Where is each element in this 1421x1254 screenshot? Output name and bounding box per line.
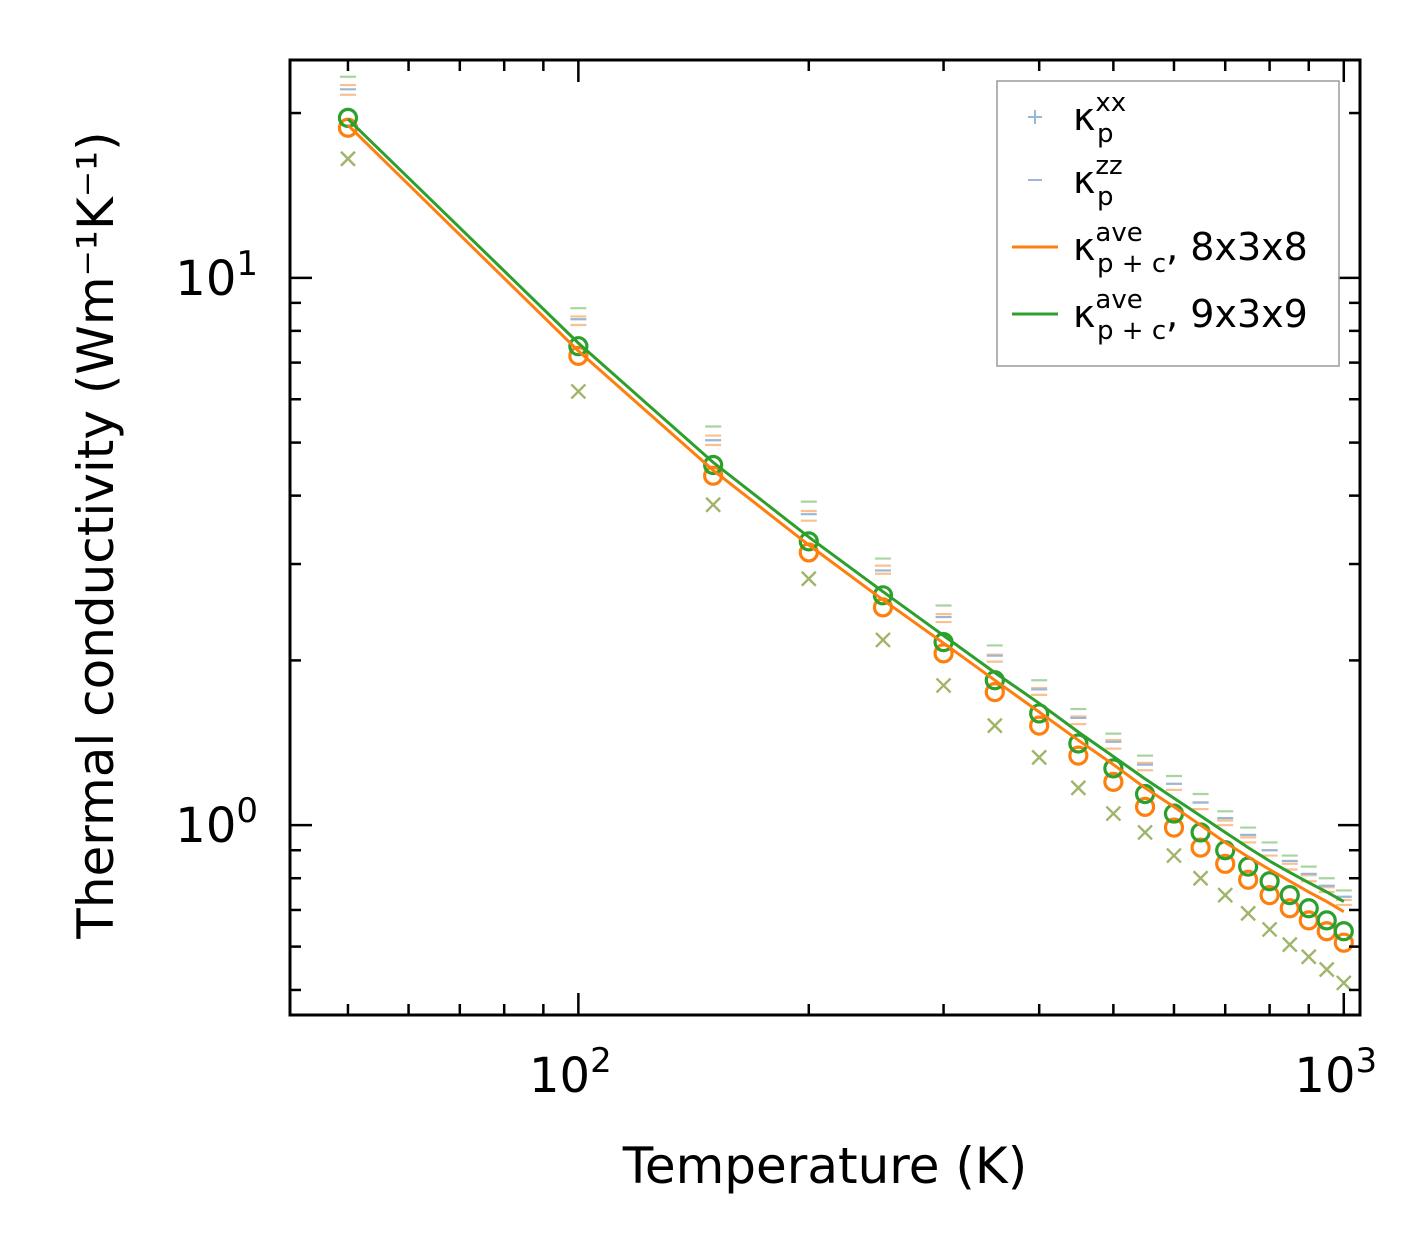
kappa-cross-marker (800, 570, 817, 587)
legend-label: κave p + c, 9x3x9 (1073, 285, 1308, 346)
kappa-circle-marker (1279, 898, 1300, 919)
legend-entry: κzz p (1028, 151, 1123, 212)
kappa-circle-marker (1298, 898, 1319, 919)
kappa-cross-marker (935, 677, 952, 694)
cross-stroke (340, 150, 356, 167)
kappa-circle-marker (1333, 921, 1354, 942)
legend-label: κzz p (1073, 151, 1123, 212)
kappa-cross-marker (875, 632, 891, 648)
kappa-series-line (346, 118, 1345, 903)
kappa-cross-marker (1031, 749, 1048, 766)
kappa-circle-marker (1068, 733, 1089, 754)
kappa-cross-marker (705, 496, 722, 513)
cross-stroke (986, 717, 1003, 734)
legend-label: κxx p (1073, 88, 1126, 149)
kappa-cross-marker (1300, 948, 1317, 965)
kappa-circle-marker (1190, 837, 1211, 858)
legend-entry: κave p + c, 8x3x8 (1012, 218, 1308, 279)
cross-stroke (1300, 948, 1317, 965)
cross-stroke (705, 496, 722, 513)
x-tick-label: 103 (1294, 1041, 1377, 1104)
kappa-cross-marker (1335, 975, 1352, 991)
kappa-circle-marker (703, 454, 724, 476)
legend-label: κave p + c, 8x3x8 (1073, 218, 1308, 279)
kappa-circle-marker (1029, 715, 1050, 736)
axis-ticks (290, 60, 1360, 1015)
kappa-circle-marker (1215, 853, 1236, 874)
cross-stroke (875, 632, 891, 648)
x-tick-label: 102 (529, 1041, 612, 1104)
kappa-cross-marker (1137, 824, 1153, 841)
cross-stroke (1318, 961, 1335, 978)
y-axis-label: Thermal conductivity (Wm⁻¹K⁻¹) (67, 131, 125, 939)
x-axis-label: Temperature (K) (622, 1137, 1027, 1195)
kappa-series-line (346, 124, 1345, 913)
plot-frame (288, 58, 1362, 1017)
cross-stroke (1192, 870, 1209, 887)
kappa-cross-marker (1105, 805, 1122, 822)
kappa-circle-marker (1134, 796, 1156, 817)
kappa-circle-marker (798, 531, 819, 552)
cross-stroke (1281, 936, 1298, 953)
kappa-circle-marker (1279, 885, 1300, 906)
kappa-circle-marker (568, 336, 589, 357)
y-tick-label: 101 (175, 244, 258, 307)
kappa-circle-marker (1103, 758, 1124, 779)
kappa-cross-marker (1166, 847, 1182, 864)
cross-stroke (1217, 887, 1234, 904)
cross-stroke (1166, 847, 1182, 864)
y-tick-label: 100 (175, 791, 258, 854)
kappa-circle-marker (984, 682, 1005, 703)
cross-stroke (1105, 805, 1122, 822)
kappa-cross-marker (1318, 961, 1335, 978)
kappa-cross-marker (1281, 936, 1298, 953)
cross-stroke (1137, 824, 1153, 841)
kappa-cross-marker (1192, 870, 1209, 887)
cross-stroke (800, 570, 817, 587)
cross-stroke (1261, 921, 1278, 938)
cross-stroke (1335, 975, 1352, 991)
kappa-cross-marker (1217, 887, 1234, 904)
plot-area (337, 75, 1354, 991)
kappa-circle-marker (1238, 869, 1259, 890)
legend-entry: κxx p (1028, 88, 1126, 149)
kappa-circle-marker (1259, 885, 1280, 906)
kappa-circle-marker (1259, 871, 1280, 892)
kappa-cross-marker (1070, 780, 1087, 796)
cross-stroke (1240, 905, 1257, 922)
legend-entry: κave p + c, 9x3x9 (1012, 285, 1308, 346)
kappa-cross-marker (986, 717, 1003, 734)
kappa-cross-marker (340, 150, 356, 167)
cross-stroke (570, 383, 587, 400)
cross-stroke (1070, 780, 1087, 796)
kappa-circle-marker (1316, 910, 1337, 931)
cross-stroke (935, 677, 952, 694)
kappa-cross-marker (1240, 905, 1257, 922)
kappa-cross-marker (1261, 921, 1278, 938)
kappa-circle-marker (568, 345, 589, 367)
kappa-circle-marker (1333, 932, 1354, 953)
tick-labels: 102 103 100 101 (175, 244, 1377, 1104)
cross-stroke (1031, 749, 1048, 766)
legend-box (996, 80, 1340, 367)
kappa-circle-marker (1103, 771, 1124, 792)
kappa-circle-marker (1163, 817, 1185, 838)
kappa-cross-marker (570, 383, 587, 400)
kappa-circle-marker (1068, 745, 1089, 766)
